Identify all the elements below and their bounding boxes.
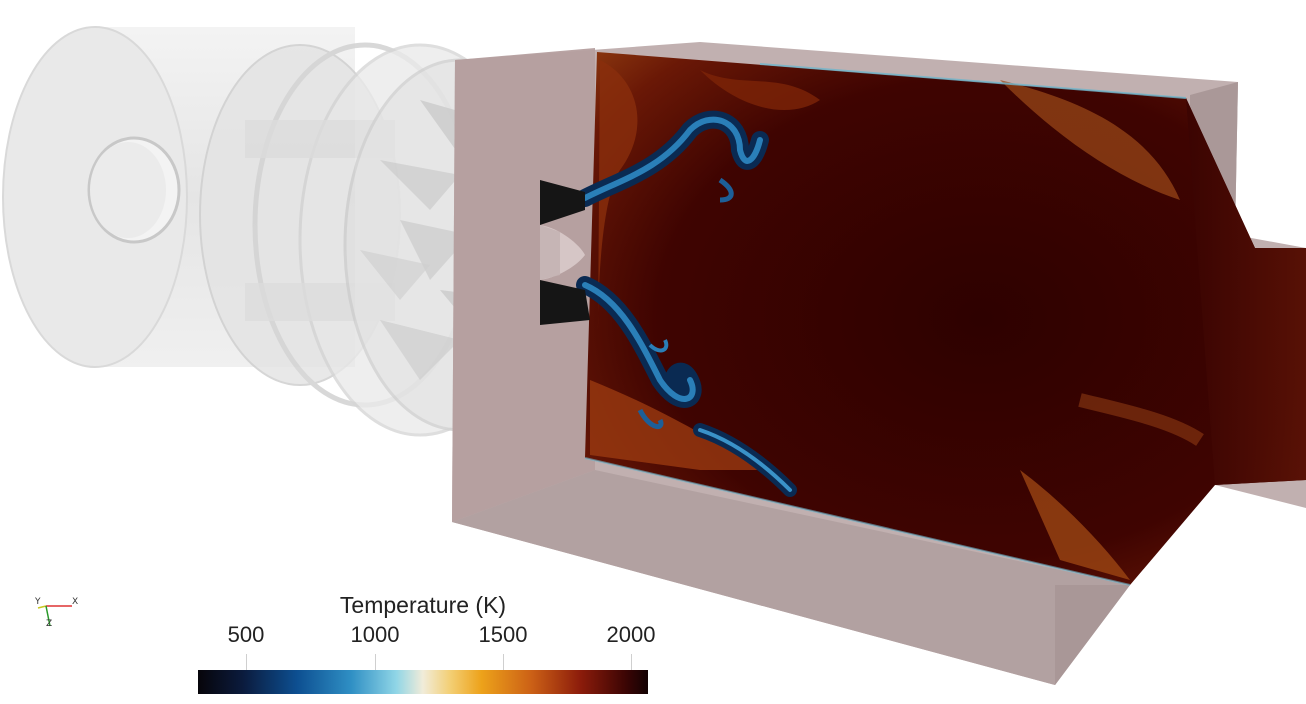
z-axis-label: Z — [46, 619, 52, 629]
colorbar-title: Temperature (K) — [339, 592, 507, 618]
temperature-colorbar — [198, 670, 648, 694]
colorbar-tickline — [246, 654, 247, 670]
y-axis-label: Y — [34, 597, 41, 607]
colorbar-tick-500: 500 — [227, 622, 265, 647]
injector-nozzle — [540, 180, 590, 325]
colorbar-tick-1000: 1000 — [350, 622, 400, 647]
x-axis-label: X — [72, 597, 78, 607]
colorbar-tickline — [375, 654, 376, 670]
colorbar-tick-1500: 1500 — [478, 622, 528, 647]
temperature-slice — [576, 52, 1306, 586]
y-axis-arrow — [37, 605, 47, 609]
colorbar-tickline — [503, 654, 504, 670]
colorbar-tickline — [631, 654, 632, 670]
orientation-axes: X Y Z — [34, 597, 78, 629]
colorbar-tick-2000: 2000 — [606, 622, 656, 647]
z-axis-arrow — [45, 605, 51, 627]
